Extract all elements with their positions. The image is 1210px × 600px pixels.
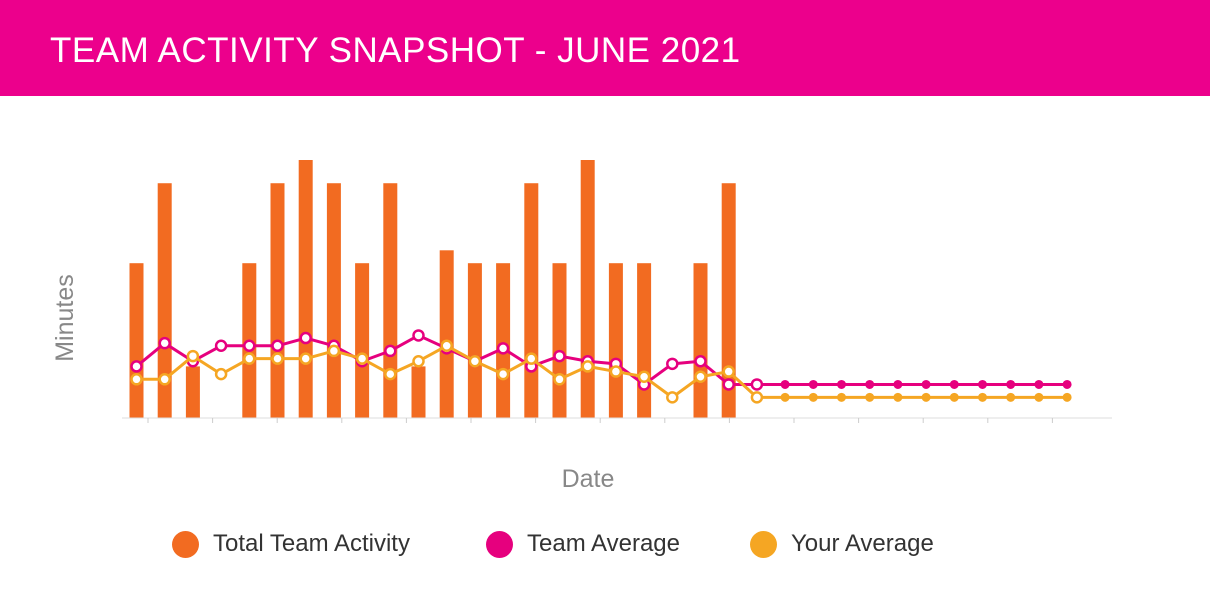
bar-total-team-activity[interactable] [721,183,736,418]
bar-total-team-activity[interactable] [185,366,200,418]
legend-item-total-team-activity[interactable]: Total Team Activity [172,524,410,564]
point-your-average[interactable] [921,392,931,402]
point-your-average[interactable] [468,354,482,368]
point-team-average[interactable] [158,336,171,350]
point-your-average[interactable] [1062,392,1072,402]
point-your-average[interactable] [214,367,228,381]
point-your-average[interactable] [440,339,453,353]
bar-total-team-activity[interactable] [693,263,708,418]
point-team-average[interactable] [299,331,312,345]
legend-label: Team Average [527,530,680,557]
point-team-average[interactable] [243,339,256,353]
point-team-average[interactable] [921,379,931,389]
legend-label: Total Team Activity [213,530,410,557]
point-your-average[interactable] [581,360,594,373]
header-bar: TEAM ACTIVITY SNAPSHOT - JUNE 2021 [0,0,1210,96]
point-team-average[interactable] [1006,379,1016,389]
bar-total-team-activity[interactable] [157,183,172,418]
point-team-average[interactable] [1062,379,1072,389]
point-team-average[interactable] [893,379,903,389]
point-your-average[interactable] [949,392,959,402]
lines-layer [130,329,1072,404]
bar-total-team-activity[interactable] [580,160,595,418]
point-your-average[interactable] [299,352,312,365]
point-team-average[interactable] [496,342,510,355]
point-your-average[interactable] [1034,392,1044,402]
bar-total-team-activity[interactable] [383,183,398,418]
point-team-average[interactable] [412,329,425,342]
point-your-average[interactable] [327,344,341,358]
x-axis-title: Date [562,465,615,493]
legend-item-team-average[interactable]: Team Average [486,524,680,564]
point-your-average[interactable] [243,352,256,365]
point-your-average[interactable] [637,370,651,383]
bar-total-team-activity[interactable] [355,263,370,418]
point-team-average[interactable] [808,379,818,389]
point-team-average[interactable] [949,379,959,389]
bar-total-team-activity[interactable] [129,263,144,418]
point-your-average[interactable] [609,365,623,378]
point-team-average[interactable] [722,378,735,391]
bar-total-team-activity[interactable] [524,183,539,418]
bar-total-team-activity[interactable] [552,263,567,418]
bar-total-team-activity[interactable] [608,263,623,418]
point-team-average[interactable] [750,378,764,391]
point-your-average[interactable] [496,367,510,381]
point-your-average[interactable] [722,365,735,378]
page-title: TEAM ACTIVITY SNAPSHOT - JUNE 2021 [50,31,741,70]
point-team-average[interactable] [666,357,679,371]
point-your-average[interactable] [1006,392,1016,402]
point-your-average[interactable] [412,354,425,368]
activity-chart: Minutes Date [51,160,1112,493]
point-your-average[interactable] [837,392,846,402]
bar-total-team-activity[interactable] [467,263,482,418]
point-your-average[interactable] [384,367,397,381]
line-team-average [135,333,1068,386]
bar-total-team-activity[interactable] [298,160,313,418]
legend-item-your-average[interactable]: Your Average [750,524,934,564]
legend: Total Team Activity Team Average Your Av… [0,524,1210,564]
point-your-average[interactable] [525,352,538,365]
point-team-average[interactable] [1034,379,1044,389]
point-your-average[interactable] [865,392,875,402]
point-your-average[interactable] [780,392,790,402]
point-your-average[interactable] [694,370,707,383]
point-team-average[interactable] [214,339,228,353]
point-team-average[interactable] [271,339,284,353]
bar-total-team-activity[interactable] [270,183,285,418]
bar-total-team-activity[interactable] [411,366,426,418]
bar-total-team-activity[interactable] [496,263,511,418]
legend-swatch-icon [172,530,199,558]
line-your-average [136,344,1068,399]
point-team-average[interactable] [978,379,987,389]
point-your-average[interactable] [750,391,764,404]
legend-swatch-icon [486,530,513,558]
point-team-average[interactable] [865,379,875,389]
point-your-average[interactable] [130,373,143,386]
point-your-average[interactable] [158,373,171,386]
point-team-average[interactable] [780,379,790,389]
point-your-average[interactable] [355,352,369,365]
point-team-average[interactable] [130,360,143,373]
point-your-average[interactable] [978,392,987,402]
legend-label: Your Average [791,530,934,557]
point-your-average[interactable] [808,392,818,402]
point-team-average[interactable] [553,349,566,363]
bar-total-team-activity[interactable] [637,263,652,418]
bar-total-team-activity[interactable] [439,250,454,418]
point-team-average[interactable] [384,344,397,358]
point-your-average[interactable] [186,349,200,363]
point-your-average[interactable] [893,392,903,402]
bar-total-team-activity[interactable] [326,183,341,418]
point-your-average[interactable] [553,373,566,386]
point-team-average[interactable] [837,379,846,389]
point-team-average[interactable] [694,354,707,368]
legend-swatch-icon [750,530,777,558]
x-axis-ticks [147,418,1053,423]
point-your-average[interactable] [666,391,679,404]
y-axis-title: Minutes [51,274,79,362]
point-your-average[interactable] [271,352,284,365]
